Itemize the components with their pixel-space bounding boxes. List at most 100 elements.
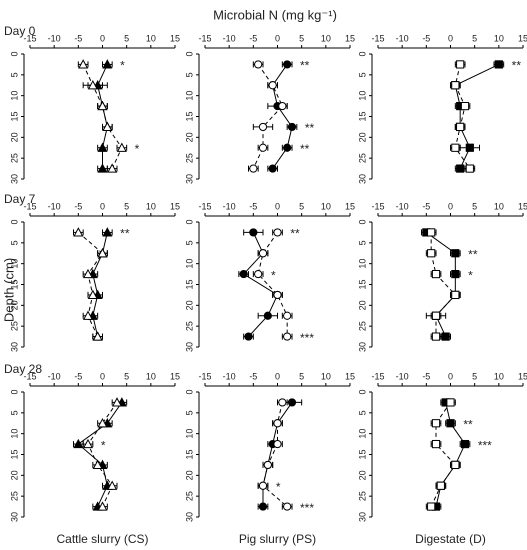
x-tick-label: -15: [371, 33, 384, 43]
significance: *: [468, 268, 473, 282]
significance: *: [271, 268, 276, 282]
y-tick-label: 15: [357, 279, 367, 289]
y-tick-label: 0: [9, 389, 19, 394]
row-label: Day 28: [4, 362, 42, 376]
significance: *: [135, 142, 140, 156]
point: [268, 164, 277, 173]
y-tick-label: 15: [184, 449, 194, 459]
profile-line: [272, 64, 293, 169]
profile-line: [97, 64, 108, 169]
x-tick-label: 15: [170, 201, 180, 211]
x-tick-label: -15: [371, 201, 384, 211]
y-tick-label: 20: [357, 470, 367, 480]
point: [446, 398, 455, 407]
x-tick-label: -15: [23, 201, 36, 211]
profile-line: [430, 402, 456, 507]
y-tick-label: 10: [9, 91, 19, 101]
point: [97, 163, 108, 173]
profile-line: [252, 64, 283, 169]
y-tick-label: 5: [9, 240, 19, 245]
point: [456, 60, 465, 69]
profile-line: [92, 232, 108, 337]
point: [287, 398, 297, 407]
y-tick-label: 30: [9, 342, 19, 352]
x-tick-label: 0: [100, 33, 105, 43]
y-tick-label: 15: [357, 111, 367, 121]
point: [97, 247, 108, 258]
y-tick-label: 15: [9, 111, 19, 121]
y-tick-label: 20: [184, 300, 194, 310]
profile-line: [430, 232, 457, 337]
y-tick-label: 0: [184, 51, 194, 56]
x-tick-label: -5: [422, 33, 430, 43]
point: [92, 331, 103, 341]
x-tick-label: -5: [249, 371, 257, 381]
x-tick-label: 10: [321, 33, 331, 43]
significance: **: [120, 227, 130, 241]
point: [102, 121, 113, 132]
y-tick-label: 0: [357, 219, 367, 224]
point: [273, 290, 282, 300]
x-tick-label: 5: [472, 201, 477, 211]
x-tick-label: 0: [448, 33, 453, 43]
profile-line: [435, 402, 466, 507]
x-tick-label: -10: [223, 201, 236, 211]
y-tick-label: 10: [9, 429, 19, 439]
x-tick-label: 5: [299, 201, 304, 211]
y-tick-label: 25: [9, 321, 19, 331]
point: [456, 122, 465, 132]
point: [283, 332, 292, 341]
profile-line: [77, 402, 123, 507]
figure-title: Microbial N (mg kg⁻¹): [213, 7, 337, 22]
y-tick-label: 25: [357, 491, 367, 501]
x-tick-label: 15: [345, 201, 355, 211]
x-tick-label: -5: [249, 33, 257, 43]
x-tick-label: 10: [494, 201, 504, 211]
point: [451, 249, 460, 258]
x-tick-label: -10: [48, 201, 61, 211]
x-tick-label: 5: [299, 33, 304, 43]
x-tick-label: -5: [422, 201, 430, 211]
y-tick-label: 25: [184, 491, 194, 501]
point: [431, 332, 441, 341]
y-tick-label: 30: [9, 174, 19, 184]
y-tick-label: 5: [357, 72, 367, 77]
column-label: Cattle slurry (CS): [56, 532, 148, 546]
point: [107, 480, 118, 490]
point: [263, 311, 272, 320]
y-tick-label: 10: [184, 429, 194, 439]
point: [278, 101, 287, 111]
point: [431, 439, 441, 449]
y-tick-label: 15: [184, 279, 194, 289]
y-tick-label: 5: [357, 410, 367, 415]
point: [111, 397, 123, 407]
point: [82, 310, 94, 320]
significance: **: [512, 59, 522, 73]
point: [427, 502, 436, 511]
x-tick-label: -10: [396, 33, 409, 43]
y-tick-label: 30: [184, 174, 194, 184]
x-tick-label: 0: [448, 371, 453, 381]
significance: **: [300, 59, 310, 73]
x-tick-label: -10: [48, 33, 61, 43]
x-tick-label: 0: [275, 371, 280, 381]
x-tick-label: 10: [494, 33, 504, 43]
x-tick-label: 10: [321, 201, 331, 211]
point: [427, 228, 436, 237]
column-label: Digestate (D): [415, 532, 486, 546]
x-tick-label: -15: [23, 371, 36, 381]
point: [258, 249, 268, 258]
point: [460, 101, 470, 111]
x-tick-label: 0: [100, 371, 105, 381]
point: [451, 143, 460, 152]
point: [116, 142, 127, 152]
point: [451, 269, 460, 279]
x-tick-label: -15: [198, 371, 211, 381]
point: [97, 142, 108, 152]
significance: *: [101, 438, 106, 452]
x-tick-label: -15: [198, 33, 211, 43]
y-tick-label: 20: [184, 470, 194, 480]
point: [431, 419, 441, 428]
y-tick-label: 5: [357, 240, 367, 245]
x-tick-label: 5: [124, 371, 129, 381]
